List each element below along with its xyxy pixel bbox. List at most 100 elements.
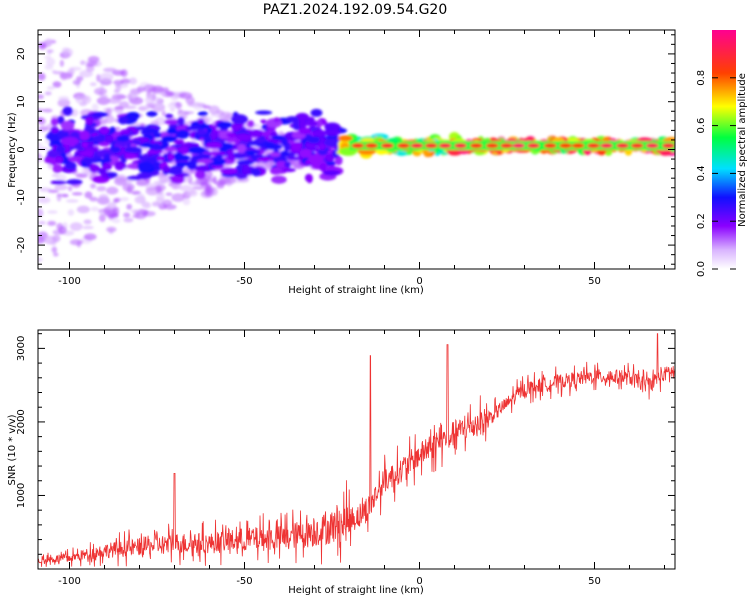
spectrogram-ridge-blob (176, 129, 190, 139)
spectrogram-ridge-blob (80, 157, 96, 164)
spectrogram-ridge-blob (215, 153, 223, 161)
spectrogram-heatmap (38, 37, 675, 263)
spectrogram-ridge-blob (246, 140, 260, 146)
spectrogram-band-peak (571, 143, 585, 149)
spectrogram-noise-blob (55, 173, 67, 183)
spectrogram-ridge-blob (136, 172, 152, 180)
spectrogram-ridge-blob (195, 129, 207, 136)
spectrogram-noise-blob (80, 95, 89, 102)
spectrogram-band-peak (616, 143, 629, 149)
spectrogram-noise-blob (142, 210, 156, 217)
spectrogram-noise-blob (89, 196, 98, 202)
spectrogram-ridge-blob (273, 117, 280, 123)
spectrogram-noise-blob (96, 74, 101, 83)
spectrogram-noise-blob (113, 89, 119, 94)
spectrogram-ridge-blob (324, 129, 341, 136)
spectrogram-ridge-blob (308, 154, 324, 164)
spectrogram-ytick-label: -20 (16, 237, 27, 253)
spectrogram-ridge-blob (322, 170, 341, 176)
spectrogram-band-peak (500, 143, 513, 149)
snr-series-line (38, 333, 675, 567)
spectrogram-ytick-label: 10 (16, 95, 27, 108)
spectrogram-noise-blob (96, 96, 111, 106)
spectrogram-band-peak (645, 143, 659, 149)
spectrogram-ridge-blob (313, 129, 327, 138)
spectrogram-xlabel: Height of straight line (km) (288, 285, 424, 296)
spectrogram-ridge-blob (275, 161, 287, 169)
spectrogram-noise-blob (200, 181, 209, 188)
spectrogram-noise-blob (86, 65, 95, 72)
spectrogram-noise-blob (45, 57, 56, 67)
snr-ytick-label: 2000 (16, 409, 27, 434)
spectrogram-band-peak (380, 143, 394, 149)
spectrogram-noise-blob (69, 239, 84, 246)
spectrogram-noise-blob (69, 222, 83, 231)
spectrogram-noise-blob (174, 102, 183, 109)
spectrogram-noise-blob (67, 209, 75, 216)
spectrogram-noise-blob (79, 70, 93, 78)
spectrogram-ridge-blob (226, 154, 235, 161)
spectrogram-noise-blob (182, 115, 188, 120)
spectrogram-noise-blob (103, 67, 117, 73)
spectrogram-noise-blob (44, 139, 50, 144)
spectrogram-band-peak (454, 143, 467, 149)
spectrogram-ridge-blob (50, 180, 67, 185)
spectrogram-noise-blob (38, 197, 51, 204)
spectrogram-noise-blob (76, 75, 84, 82)
spectrogram-noise-blob (83, 219, 92, 225)
spectrogram-ridge-blob (146, 156, 158, 163)
spectrogram-y-ticks: -20 -10 0 10 20 (16, 34, 675, 265)
spectrogram-ridge-blob (92, 134, 106, 143)
spectrogram-ridge-blob (334, 155, 343, 166)
spectrogram-noise-blob (113, 80, 124, 85)
spectrogram-noise-blob (202, 105, 212, 109)
spectrogram-noise-blob (143, 202, 152, 209)
spectrogram-ridge-blob (114, 139, 130, 147)
spectrogram-noise-blob (150, 102, 164, 107)
spectrogram-noise-blob (38, 208, 44, 218)
spectrogram-noise-blob (220, 111, 232, 117)
colorbar-tick-label: 0.4 (696, 165, 707, 181)
snr-xtick-label: -100 (58, 576, 81, 587)
spectrogram-noise-blob (128, 94, 137, 100)
colorbar-tick-label: 0.0 (696, 261, 707, 277)
spectrogram-noise-blob (179, 185, 193, 192)
spectrogram-band-peak (438, 143, 452, 149)
spectrogram-noise-blob (76, 205, 90, 214)
snr-xlabel: Height of straight line (km) (288, 585, 424, 596)
spectrogram-noise-blob (53, 252, 59, 257)
spectrogram-noise-blob (38, 257, 43, 263)
spectrogram-noise-blob (38, 94, 44, 100)
spectrogram-ridge-blob (324, 160, 337, 166)
spectrogram-ridge-blob (107, 172, 118, 178)
spectrogram-noise-blob (188, 181, 201, 186)
spectrogram-ridge-blob (134, 126, 148, 131)
spectrogram-noise-blob (165, 91, 175, 96)
spectrogram-ridge-blob (115, 135, 130, 142)
spectrogram-ridge-blob (292, 141, 303, 151)
spectrogram-ridge-blob (175, 161, 190, 167)
spectrogram-noise-blob (44, 91, 52, 96)
spectrogram-noise-blob (99, 72, 114, 82)
spectrogram-noise-blob (44, 55, 51, 59)
spectrogram-noise-blob (91, 103, 99, 112)
spectrogram-ridge-blob (659, 149, 672, 156)
spectrogram-noise-blob (163, 204, 177, 210)
spectrogram-noise-blob (120, 69, 128, 78)
spectrogram-ridge-blob (269, 152, 281, 157)
spectrogram-ridge-blob (50, 118, 59, 126)
spectrogram-ridge-blob (79, 150, 95, 157)
spectrogram-noise-blob (182, 198, 191, 206)
spectrogram-ridge-blob (146, 110, 158, 117)
spectrogram-ridge-blob (306, 116, 315, 124)
spectrogram-noise-blob (90, 206, 100, 212)
spectrogram-noise-blob (79, 101, 87, 107)
spectrogram-ridge-blob (103, 134, 115, 143)
spectrogram-noise-blob (143, 84, 157, 93)
spectrogram-ridge-blob (120, 129, 130, 134)
snr-ylabel: SNR (10 * v/v) (7, 414, 18, 485)
spectrogram-band-peak (512, 143, 525, 149)
spectrogram-noise-blob (104, 115, 115, 124)
spectrogram-noise-blob (108, 213, 119, 219)
